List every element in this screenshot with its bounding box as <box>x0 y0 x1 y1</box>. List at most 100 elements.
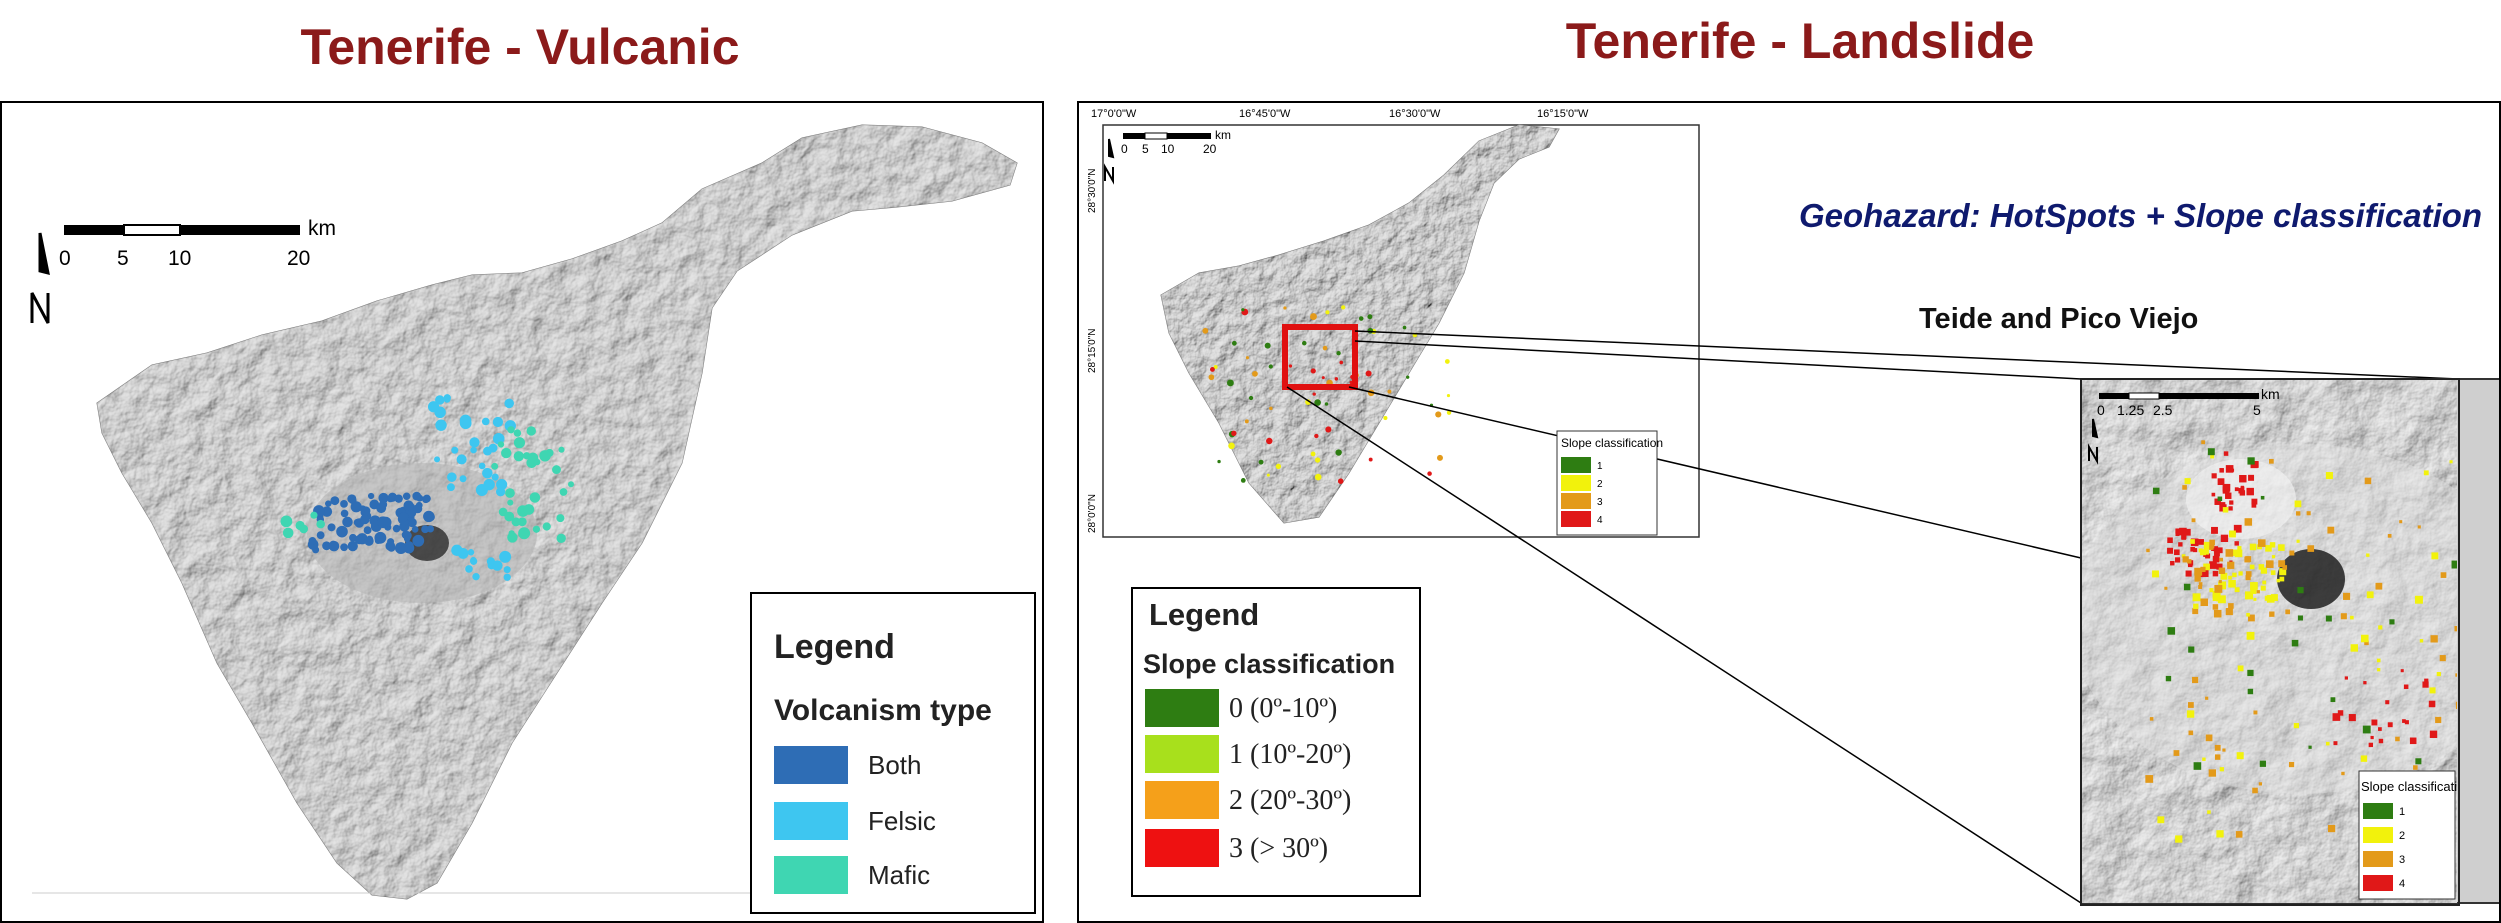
zoom-hotspot <box>2368 742 2374 748</box>
volcanism-point <box>507 499 514 506</box>
zoom-hotspot <box>2333 741 2338 746</box>
zoom-hotspot <box>2343 592 2351 600</box>
volcanism-point <box>447 472 457 482</box>
zoom-scale-tick-2: 2.5 <box>2153 402 2173 418</box>
zoom-hotspot <box>2186 710 2195 718</box>
zoom-hotspot <box>2229 500 2234 505</box>
volcanism-point <box>518 527 531 540</box>
volcanism-point <box>469 437 480 448</box>
zoom-swatch-4 <box>2363 875 2393 891</box>
overview-scale-tick-20: 20 <box>1203 142 1217 156</box>
volcanism-point <box>366 535 374 543</box>
volcanism-point <box>559 488 568 496</box>
zoom-hotspot <box>2146 548 2150 553</box>
zoom-hotspot <box>2225 549 2234 557</box>
zoom-hotspot <box>2423 470 2429 476</box>
zoom-hotspot <box>2325 472 2333 480</box>
volcanism-point <box>508 530 515 537</box>
connector-line-2 <box>1354 340 2082 380</box>
zoom-hotspot <box>2308 745 2312 749</box>
volcanism-point <box>504 398 515 409</box>
zoom-hotspot <box>2164 586 2168 590</box>
zoom-hotspot <box>2228 506 2233 511</box>
overview-hotspot <box>1444 359 1450 364</box>
zoom-hotspot <box>2214 744 2221 751</box>
zoom-hotspot <box>2325 741 2330 746</box>
zoom-hotspot <box>2182 556 2189 563</box>
overview-hotspot <box>1240 478 1246 483</box>
zoom-hotspot <box>2179 527 2187 536</box>
zoom-hotspot <box>2183 583 2191 591</box>
zoom-inset-svg: 0 1.25 2.5 5 km Slope classification 1 2… <box>2081 379 2457 903</box>
zoom-hotspot <box>2270 594 2278 602</box>
zoom-hotspot <box>2332 713 2341 721</box>
zoom-hotspot <box>2205 553 2211 559</box>
zoom-hotspot <box>2387 722 2393 728</box>
zoom-hotspot <box>2191 518 2196 523</box>
volcanism-point <box>392 524 401 533</box>
overview-hotspot <box>1436 454 1443 461</box>
zoom-hotspot <box>2360 634 2369 643</box>
zoom-hotspot <box>2251 502 2257 508</box>
zoom-label-3: 3 <box>2399 854 2405 866</box>
overview-hotspot <box>1402 325 1407 330</box>
volcanism-point <box>347 494 357 504</box>
overview-hotspot <box>1383 416 1388 421</box>
left-scale-tick-10: 10 <box>168 247 191 270</box>
zoom-hotspot <box>2364 640 2369 646</box>
left-scale-tick-0: 0 <box>59 247 71 270</box>
zoom-hotspot <box>2212 555 2220 563</box>
zoom-hotspot <box>2220 572 2228 580</box>
main-label-2: 2 (20º-30º) <box>1229 785 1352 816</box>
coord-left-0: 28°30'0"N <box>1087 169 1098 214</box>
overview-hotspot <box>1314 473 1322 481</box>
zoom-hotspot <box>2403 684 2409 689</box>
zoom-hotspot <box>2325 615 2332 622</box>
overview-hotspot <box>1217 459 1221 464</box>
overview-hotspot <box>1202 327 1209 334</box>
overview-swatch-2 <box>1561 475 1591 491</box>
volcanism-point <box>394 494 403 503</box>
overview-hotspot <box>1269 406 1273 411</box>
selection-box-teide <box>1282 324 1358 390</box>
volcanism-point <box>505 488 515 498</box>
zoom-hotspot <box>2178 542 2183 547</box>
left-legend-subtitle: Volcanism type <box>774 694 992 727</box>
zoom-hotspot <box>2400 669 2404 673</box>
zoom-hotspot <box>2430 635 2438 643</box>
zoom-hotspot <box>2258 564 2265 570</box>
zoom-hotspot <box>2192 676 2199 684</box>
zoom-hotspot <box>2201 440 2206 445</box>
zoom-hotspot <box>2253 710 2258 715</box>
zoom-hotspot <box>2185 570 2192 577</box>
zoom-hotspot <box>2378 625 2383 630</box>
left-legend-title: Legend <box>774 628 895 666</box>
zoom-hotspot <box>2362 725 2371 734</box>
zoom-hotspot <box>2439 655 2446 662</box>
volcanism-point <box>434 456 441 463</box>
overview-hotspot <box>1435 411 1442 418</box>
zoom-hotspot <box>2429 730 2438 738</box>
zoom-swatch-2 <box>2363 827 2393 843</box>
zoom-hotspot <box>2219 557 2223 562</box>
zoom-hotspot <box>2395 736 2400 742</box>
overview-hotspot <box>1339 360 1344 365</box>
zoom-hotspot <box>2288 761 2295 768</box>
zoom-hotspot <box>2269 458 2274 464</box>
overview-hotspot <box>1228 442 1235 450</box>
zoom-hotspot <box>2249 564 2255 570</box>
zoom-hotspot <box>2278 560 2286 568</box>
volcanism-point <box>491 462 499 470</box>
zoom-hotspot <box>2236 752 2244 760</box>
zoom-hotspot <box>2256 590 2260 594</box>
zoom-scale-bar <box>2099 392 2259 400</box>
right-panel-title: Tenerife - Landslide <box>1565 13 2035 69</box>
zoom-hotspot <box>2209 539 2215 546</box>
overview-label-2: 2 <box>1597 479 1603 490</box>
zoom-hotspot <box>2192 593 2201 602</box>
zoom-hotspot <box>2222 486 2230 494</box>
zoom-hotspot <box>2258 782 2263 786</box>
zoom-hotspot <box>2193 548 2198 553</box>
zoom-hotspot <box>2215 592 2220 597</box>
zoom-pico-viejo <box>2186 459 2296 539</box>
